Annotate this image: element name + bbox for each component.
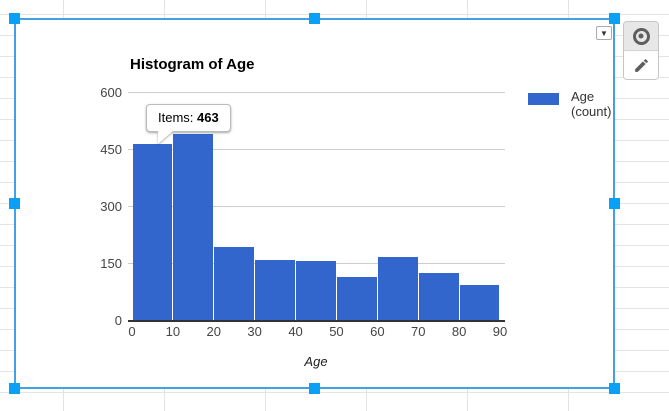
resize-handle-top-right[interactable] — [609, 13, 620, 24]
x-tick-label: 0 — [128, 324, 136, 339]
x-tick-label: 70 — [410, 324, 426, 339]
histogram-bar[interactable] — [459, 284, 500, 320]
legend-label-line1: Age — [571, 89, 595, 104]
resize-handle-middle-right[interactable] — [609, 198, 620, 209]
chart-side-toolbar — [623, 21, 659, 80]
bars-layer — [132, 92, 500, 320]
x-axis-title: Age — [304, 354, 328, 369]
x-tick-label: 90 — [492, 324, 508, 339]
histogram-bar[interactable] — [336, 277, 377, 320]
legend-label-line2: (count) — [571, 104, 612, 119]
histogram-bar[interactable] — [377, 256, 418, 320]
tooltip-label: Items: — [158, 110, 198, 125]
histogram-bar[interactable] — [418, 273, 459, 320]
edit-button[interactable] — [624, 51, 658, 79]
histogram-bar[interactable] — [132, 144, 173, 320]
eye-icon — [632, 27, 650, 45]
y-tick-label: 600 — [100, 85, 122, 100]
x-axis-labels: 0 10 20 30 40 50 60 70 80 90 — [128, 324, 507, 340]
pencil-icon — [634, 59, 648, 72]
y-tick-label: 450 — [100, 142, 122, 157]
resize-handle-bottom-right[interactable] — [609, 383, 620, 394]
y-tick-label: 300 — [100, 199, 122, 214]
x-tick-label: 40 — [288, 324, 303, 339]
tooltip-text: Items: 463 — [146, 104, 231, 132]
chevron-down-icon: ▼ — [600, 28, 608, 38]
x-axis-line — [128, 320, 505, 322]
gridline — [128, 206, 505, 207]
histogram-bar[interactable] — [173, 133, 214, 320]
resize-handle-top-center[interactable] — [309, 13, 320, 24]
gridline — [128, 149, 505, 150]
y-tick-label: 0 — [114, 313, 122, 328]
y-tick-label: 150 — [100, 256, 122, 271]
histogram-bar[interactable] — [296, 261, 336, 320]
x-tick-label: 30 — [247, 324, 262, 339]
tooltip-pointer — [158, 131, 173, 144]
chart-options-dropdown-button[interactable]: ▼ — [596, 26, 612, 40]
legend-label: Age (count) — [571, 89, 631, 119]
legend-swatch — [528, 93, 559, 105]
histogram-bar[interactable] — [214, 247, 255, 320]
x-tick-label: 10 — [165, 324, 181, 339]
histogram-bar[interactable] — [255, 260, 296, 320]
resize-handle-bottom-center[interactable] — [309, 383, 320, 394]
tooltip-value: 463 — [197, 110, 219, 125]
resize-handle-top-left[interactable] — [9, 13, 20, 24]
x-tick-label: 80 — [451, 324, 467, 339]
gridline — [128, 92, 505, 93]
x-tick-label: 20 — [206, 324, 221, 339]
resize-handle-bottom-left[interactable] — [9, 383, 20, 394]
preview-button[interactable] — [624, 22, 658, 51]
x-tick-label: 50 — [329, 324, 344, 339]
chart-title: Histogram of Age — [130, 56, 255, 73]
x-tick-label: 60 — [370, 324, 385, 339]
selected-chart[interactable]: Histogram of Age 0 150 300 450 600 0 10 20 30 40… — [14, 18, 615, 389]
resize-handle-middle-left[interactable] — [9, 198, 20, 209]
tooltip: Items: 463 — [146, 104, 231, 144]
